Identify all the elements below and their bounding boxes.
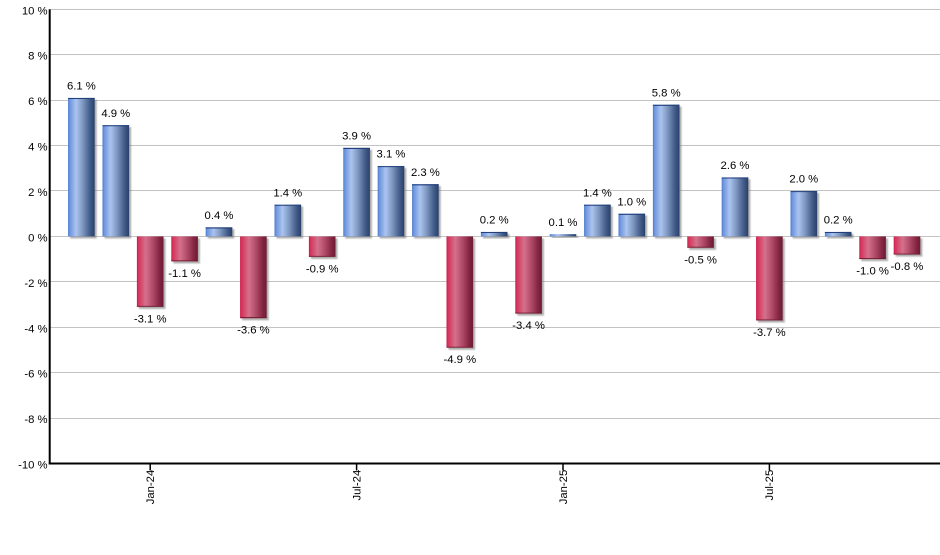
svg-text:1.4 %: 1.4 % bbox=[273, 187, 302, 199]
svg-text:4.9 %: 4.9 % bbox=[101, 108, 130, 120]
svg-text:3.1 %: 3.1 % bbox=[377, 149, 406, 161]
svg-text:Jul-25: Jul-25 bbox=[764, 470, 776, 501]
svg-text:1.4 %: 1.4 % bbox=[583, 187, 612, 199]
svg-text:4 %: 4 % bbox=[28, 142, 47, 154]
svg-text:2.3 %: 2.3 % bbox=[411, 167, 440, 179]
svg-text:-3.7 %: -3.7 % bbox=[753, 327, 786, 339]
svg-text:0.2 %: 0.2 % bbox=[824, 215, 853, 227]
svg-text:-0.5 %: -0.5 % bbox=[684, 254, 717, 266]
svg-text:Jan-24: Jan-24 bbox=[145, 470, 157, 505]
svg-text:10 %: 10 % bbox=[22, 5, 48, 17]
svg-text:-3.1 %: -3.1 % bbox=[134, 313, 167, 325]
svg-text:6.1 %: 6.1 % bbox=[67, 81, 96, 93]
svg-text:-4.9 %: -4.9 % bbox=[443, 354, 476, 366]
svg-text:-0.9 %: -0.9 % bbox=[306, 263, 339, 275]
svg-text:6 %: 6 % bbox=[28, 96, 47, 108]
svg-text:-3.4 %: -3.4 % bbox=[512, 320, 545, 332]
svg-text:5.8 %: 5.8 % bbox=[652, 87, 681, 99]
svg-text:3.9 %: 3.9 % bbox=[342, 131, 371, 143]
svg-text:8 %: 8 % bbox=[28, 51, 47, 63]
svg-text:-10 %: -10 % bbox=[18, 460, 48, 472]
svg-text:2.6 %: 2.6 % bbox=[721, 160, 750, 172]
svg-text:-4 %: -4 % bbox=[24, 323, 47, 335]
svg-text:2 %: 2 % bbox=[28, 187, 47, 199]
svg-text:0.4 %: 0.4 % bbox=[205, 210, 234, 222]
svg-text:0 %: 0 % bbox=[28, 232, 47, 244]
svg-text:Jan-25: Jan-25 bbox=[558, 470, 570, 505]
svg-text:-0.8 %: -0.8 % bbox=[891, 261, 924, 273]
svg-text:2.0 %: 2.0 % bbox=[789, 174, 818, 186]
svg-text:-2 %: -2 % bbox=[24, 278, 47, 290]
svg-text:0.1 %: 0.1 % bbox=[549, 217, 578, 229]
svg-text:-6 %: -6 % bbox=[24, 369, 47, 381]
svg-text:-1.1 %: -1.1 % bbox=[168, 268, 201, 280]
svg-text:-8 %: -8 % bbox=[24, 414, 47, 426]
svg-text:1.0 %: 1.0 % bbox=[617, 196, 646, 208]
svg-text:-1.0 %: -1.0 % bbox=[856, 266, 889, 278]
svg-text:Jul-24: Jul-24 bbox=[351, 470, 363, 501]
svg-text:-3.6 %: -3.6 % bbox=[237, 325, 270, 337]
svg-text:0.2 %: 0.2 % bbox=[480, 215, 509, 227]
